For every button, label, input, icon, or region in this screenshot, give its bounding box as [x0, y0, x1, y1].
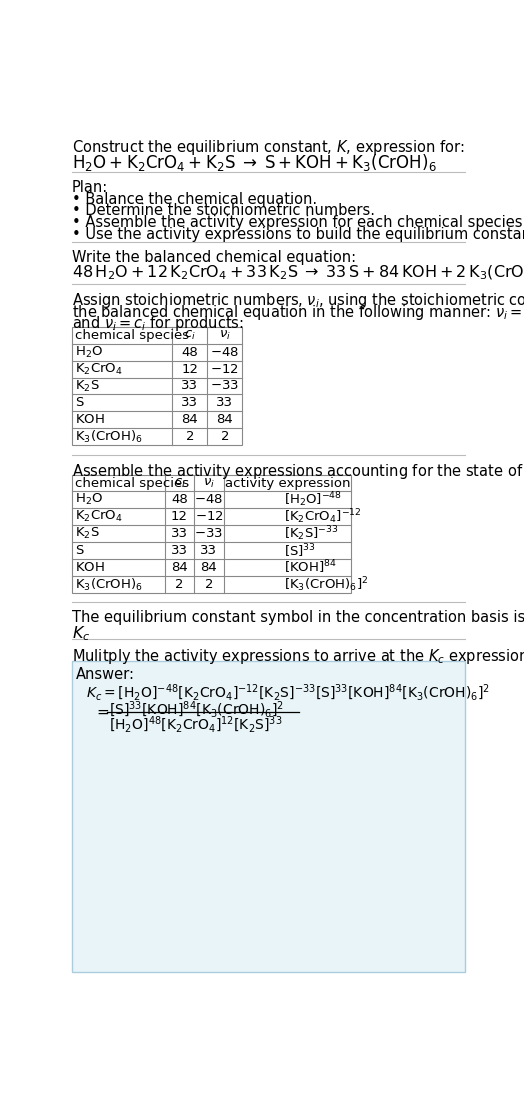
Text: 84: 84	[181, 413, 198, 426]
Text: $K_c$: $K_c$	[72, 624, 90, 643]
Text: =: =	[96, 704, 109, 720]
Bar	[72, 475, 352, 593]
Text: $\mathrm{H_2O + K_2CrO_4 + K_2S} \;\rightarrow\; \mathrm{S + KOH + K_3(CrOH)_6}$: $\mathrm{H_2O + K_2CrO_4 + K_2S} \;\righ…	[72, 152, 436, 173]
Text: $[\mathrm{KOH}]^{84}$: $[\mathrm{KOH}]^{84}$	[283, 559, 336, 577]
Text: 33: 33	[181, 397, 199, 410]
Text: $[\mathrm{K_2CrO_4}]^{-12}$: $[\mathrm{K_2CrO_4}]^{-12}$	[283, 508, 361, 526]
Text: $c_i$: $c_i$	[184, 329, 196, 342]
Text: 33: 33	[171, 528, 188, 541]
Text: 48: 48	[171, 493, 188, 507]
Text: $[\mathrm{S}]^{33}$: $[\mathrm{S}]^{33}$	[283, 542, 315, 559]
Text: $-12$: $-12$	[211, 363, 239, 376]
Text: $\mathrm{H_2O}$: $\mathrm{H_2O}$	[75, 345, 103, 359]
Text: 33: 33	[171, 544, 188, 557]
Text: 84: 84	[171, 562, 188, 574]
Text: $[\mathrm{K_3(CrOH)_6}]^{2}$: $[\mathrm{K_3(CrOH)_6}]^{2}$	[283, 575, 368, 593]
Text: Mulitply the activity expressions to arrive at the $K_c$ expression:: Mulitply the activity expressions to arr…	[72, 647, 524, 666]
Text: 2: 2	[205, 578, 213, 591]
Text: 33: 33	[200, 544, 217, 557]
Text: chemical species: chemical species	[75, 477, 189, 489]
Text: and $\nu_i = c_i$ for products:: and $\nu_i = c_i$ for products:	[72, 314, 244, 333]
Text: $\mathrm{S}$: $\mathrm{S}$	[75, 397, 84, 410]
Text: The equilibrium constant symbol in the concentration basis is:: The equilibrium constant symbol in the c…	[72, 610, 524, 625]
Text: $\mathrm{K_2CrO_4}$: $\mathrm{K_2CrO_4}$	[75, 509, 123, 524]
Text: $[\mathrm{K_2S}]^{-33}$: $[\mathrm{K_2S}]^{-33}$	[283, 524, 339, 543]
Text: Assign stoichiometric numbers, $\nu_i$, using the stoichiometric coefficients, $: Assign stoichiometric numbers, $\nu_i$, …	[72, 291, 524, 310]
Text: $\mathrm{K_2S}$: $\mathrm{K_2S}$	[75, 378, 100, 393]
Text: $-33$: $-33$	[194, 528, 223, 541]
Text: • Determine the stoichiometric numbers.: • Determine the stoichiometric numbers.	[72, 203, 375, 219]
Text: Assemble the activity expressions accounting for the state of matter and $\nu_i$: Assemble the activity expressions accoun…	[72, 463, 524, 481]
Text: $\mathrm{H_2O}$: $\mathrm{H_2O}$	[75, 492, 103, 508]
Text: $\mathrm{KOH}$: $\mathrm{KOH}$	[75, 562, 105, 574]
Text: 33: 33	[216, 397, 233, 410]
Text: $-33$: $-33$	[210, 379, 239, 392]
Text: chemical species: chemical species	[75, 329, 189, 342]
Text: 2: 2	[185, 431, 194, 443]
Text: • Use the activity expressions to build the equilibrium constant expression.: • Use the activity expressions to build …	[72, 226, 524, 242]
Text: 33: 33	[181, 379, 199, 392]
Text: $\mathrm{KOH}$: $\mathrm{KOH}$	[75, 413, 105, 426]
Text: Plan:: Plan:	[72, 179, 108, 195]
Text: $[\mathrm{H_2O}]^{-48}$: $[\mathrm{H_2O}]^{-48}$	[283, 490, 342, 509]
Text: $\mathrm{K_2CrO_4}$: $\mathrm{K_2CrO_4}$	[75, 362, 123, 377]
Text: $K_c = [\mathrm{H_2O}]^{-48}[\mathrm{K_2CrO_4}]^{-12}[\mathrm{K_2S}]^{-33}[\math: $K_c = [\mathrm{H_2O}]^{-48}[\mathrm{K_2…	[85, 682, 489, 703]
Text: $\mathrm{K_3(CrOH)_6}$: $\mathrm{K_3(CrOH)_6}$	[75, 577, 143, 592]
Text: $-48$: $-48$	[194, 493, 223, 507]
Text: the balanced chemical equation in the following manner: $\nu_i = -c_i$ for react: the balanced chemical equation in the fo…	[72, 303, 524, 322]
Bar	[72, 660, 465, 972]
Text: activity expression: activity expression	[225, 477, 350, 489]
Text: 48: 48	[181, 345, 198, 358]
Text: $[\mathrm{S}]^{33}[\mathrm{KOH}]^{84}[\mathrm{K_3(CrOH)_6}]^{2}$: $[\mathrm{S}]^{33}[\mathrm{KOH}]^{84}[\m…	[109, 699, 284, 720]
Text: 12: 12	[171, 510, 188, 523]
Text: Write the balanced chemical equation:: Write the balanced chemical equation:	[72, 249, 356, 265]
Text: $[\mathrm{H_2O}]^{48}[\mathrm{K_2CrO_4}]^{12}[\mathrm{K_2S}]^{33}$: $[\mathrm{H_2O}]^{48}[\mathrm{K_2CrO_4}]…	[109, 714, 282, 735]
Text: $c_i$: $c_i$	[173, 477, 185, 489]
Text: Construct the equilibrium constant, $K$, expression for:: Construct the equilibrium constant, $K$,…	[72, 138, 464, 157]
Text: $-12$: $-12$	[194, 510, 223, 523]
Text: 2: 2	[221, 431, 229, 443]
Text: Answer:: Answer:	[77, 667, 135, 682]
Bar	[72, 326, 242, 445]
Text: 84: 84	[201, 562, 217, 574]
Text: 2: 2	[175, 578, 184, 591]
Text: • Assemble the activity expression for each chemical species.: • Assemble the activity expression for e…	[72, 215, 524, 230]
Text: $\mathrm{48\,H_2O + 12\,K_2CrO_4 + 33\,K_2S} \;\rightarrow\; \mathrm{33\,S + 84\: $\mathrm{48\,H_2O + 12\,K_2CrO_4 + 33\,K…	[72, 264, 524, 282]
Text: $\mathrm{K_3(CrOH)_6}$: $\mathrm{K_3(CrOH)_6}$	[75, 429, 143, 445]
Text: $\mathrm{S}$: $\mathrm{S}$	[75, 544, 84, 557]
Text: 84: 84	[216, 413, 233, 426]
Text: $-48$: $-48$	[210, 345, 239, 358]
Text: $\nu_i$: $\nu_i$	[203, 477, 215, 489]
Text: $\mathrm{K_2S}$: $\mathrm{K_2S}$	[75, 526, 100, 542]
Text: • Balance the chemical equation.: • Balance the chemical equation.	[72, 192, 317, 207]
Text: 12: 12	[181, 363, 199, 376]
Text: $\nu_i$: $\nu_i$	[219, 329, 231, 342]
